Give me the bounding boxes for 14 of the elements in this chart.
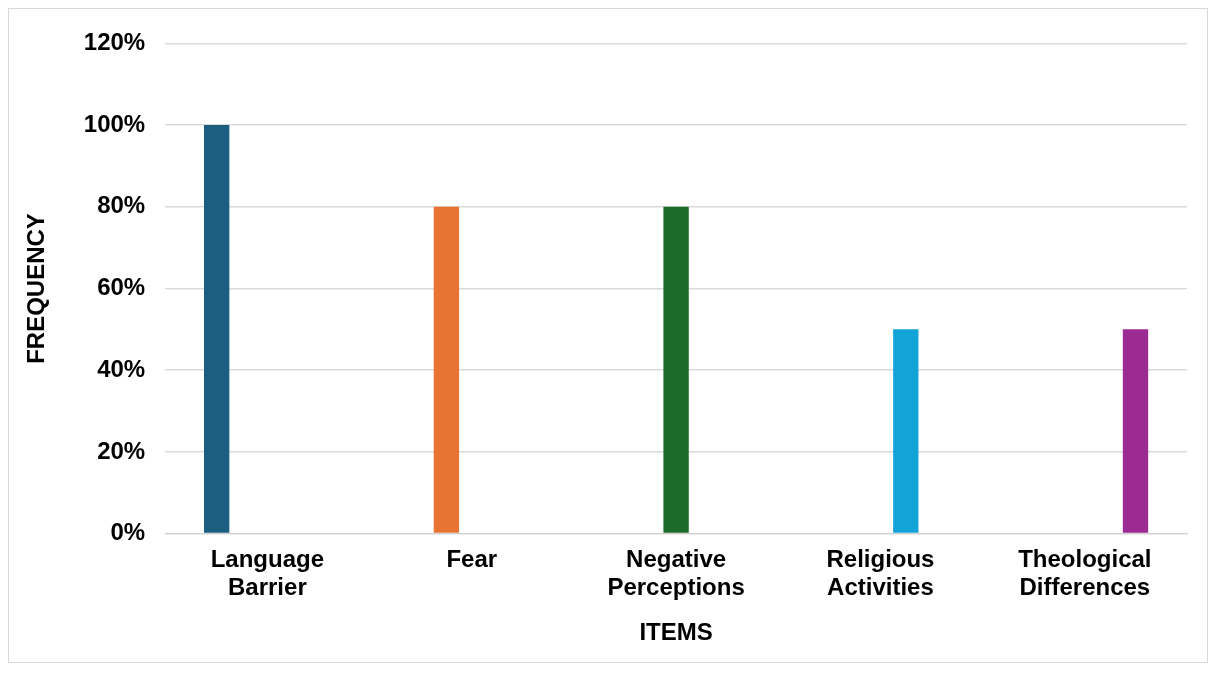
y-tick-label: 40% (97, 354, 146, 382)
x-axis-title: ITEMS (639, 618, 713, 646)
y-tick-label: 100% (83, 109, 146, 137)
x-tick-label: Theological Differences (1018, 544, 1152, 601)
x-tick-label: Negative Perceptions (607, 544, 745, 601)
y-tick-label: 20% (97, 436, 146, 464)
y-tick-label: 120% (83, 28, 146, 56)
y-tick-label: 60% (97, 273, 146, 301)
x-tick-label: Language Barrier (210, 544, 325, 601)
y-axis-title: FREQUENCY (22, 213, 50, 364)
y-tick-label: 0% (110, 518, 146, 546)
x-tick-label: Fear (446, 544, 498, 572)
x-tick-label: Religious Activities (826, 544, 935, 601)
y-tick-label: 80% (97, 191, 146, 219)
